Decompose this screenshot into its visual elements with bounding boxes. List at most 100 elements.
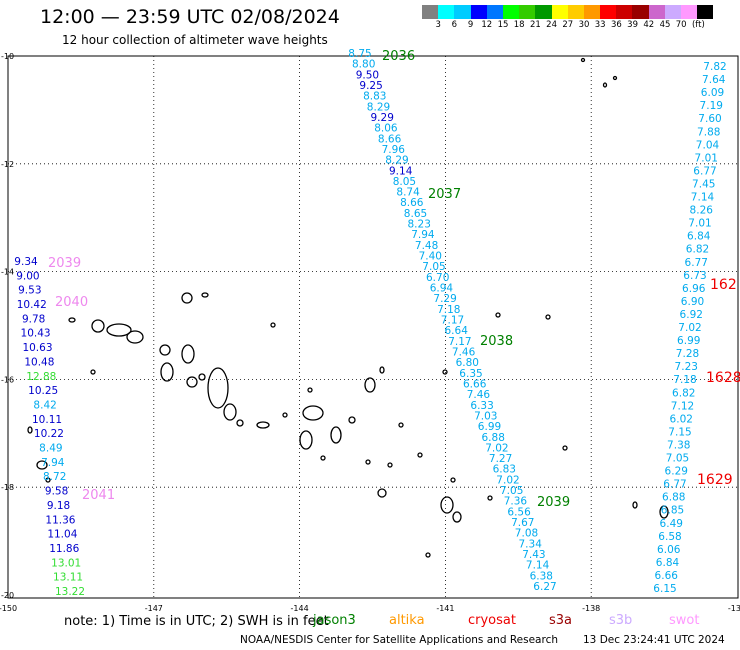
- wave-height-label: 7.05: [422, 261, 445, 273]
- wave-height-label: 9.29: [371, 112, 394, 124]
- legend-label: 15: [497, 20, 509, 30]
- pass-label: 162: [710, 277, 737, 293]
- island-outline: [201, 292, 209, 298]
- island-outline: [36, 460, 48, 470]
- wave-height-label: 9.14: [389, 165, 413, 177]
- wave-height-label: 9.50: [356, 69, 379, 81]
- island-outline: [299, 430, 313, 450]
- wave-height-label: 8.49: [39, 443, 62, 455]
- island-outline: [364, 377, 376, 393]
- island-outline: [27, 426, 33, 434]
- page-subtitle: 12 hour collection of altimeter wave hei…: [62, 33, 328, 47]
- legend-swatch: [470, 5, 487, 19]
- island-outline: [330, 426, 342, 444]
- wave-height-label: 9.53: [18, 285, 41, 297]
- pass-label: 2040: [55, 295, 88, 310]
- satellite-name: s3a: [549, 613, 573, 628]
- island-outline: [440, 496, 454, 514]
- satellite-name: cryosat: [468, 613, 516, 628]
- track-right: 7.827.646.097.197.607.887.047.016.777.45…: [653, 61, 726, 595]
- pass-label: 2041: [82, 488, 115, 503]
- latitude-label: -10: [1, 52, 14, 61]
- wave-height-label: 7.23: [675, 361, 698, 373]
- island-outline: [580, 57, 586, 63]
- wave-height-label: 10.11: [32, 414, 62, 426]
- wave-height-label: 7.17: [441, 315, 464, 327]
- legend-label: 18: [513, 20, 525, 30]
- legend-swatch: [454, 5, 471, 19]
- legend-label: 21: [529, 20, 541, 30]
- legend-swatch: [632, 5, 649, 19]
- wave-height-label: 12.88: [26, 371, 56, 383]
- track-main: 8.758.809.509.258.838.299.298.068.667.96…: [348, 48, 556, 593]
- island-outline: [425, 552, 431, 558]
- island-outline: [256, 421, 270, 429]
- island-outline: [90, 369, 96, 375]
- wave-height-label: 6.88: [662, 492, 685, 504]
- wave-height-label: 8.66: [400, 197, 424, 209]
- wave-height-label: 10.42: [17, 299, 47, 311]
- island-outline: [442, 369, 448, 375]
- wave-height-label: 9.34: [14, 256, 38, 268]
- wave-height-label: 7.36: [504, 496, 528, 508]
- legend-label: 27: [562, 20, 574, 30]
- wave-height-label: 6.56: [507, 506, 531, 518]
- island-outline: [602, 82, 608, 88]
- wave-height-label: 8.80: [352, 59, 375, 71]
- longitude-label: -150: [0, 604, 17, 613]
- legend-swatch: [583, 5, 601, 19]
- wave-height-label: 7.17: [448, 336, 471, 348]
- island-outline: [282, 412, 288, 418]
- legend-swatch: [567, 5, 584, 19]
- legend-label: 45: [659, 20, 671, 30]
- wave-height-label: 6.06: [657, 544, 681, 556]
- wave-height-label: 6.90: [681, 296, 704, 308]
- wave-height-label: 7.45: [692, 178, 715, 190]
- wave-height-label: 8.72: [43, 471, 66, 483]
- legend-swatch: [681, 5, 698, 19]
- wave-height-label: 8.42: [33, 399, 56, 411]
- legend-swatch: [551, 5, 568, 19]
- wave-height-label: 7.34: [519, 538, 543, 550]
- wave-height-label: 6.94: [430, 283, 454, 295]
- wave-height-label: 7.40: [419, 251, 442, 263]
- wave-height-label: 9.58: [45, 486, 68, 498]
- wave-height-label: 7.27: [489, 453, 512, 465]
- wave-height-label: 6.99: [677, 335, 700, 347]
- wave-height-label: 7.15: [668, 426, 691, 438]
- wave-height-label: 9.78: [22, 313, 45, 325]
- map-grid: [7, 55, 739, 599]
- wave-height-label: 6.27: [533, 581, 556, 593]
- latitude-label: -16: [1, 375, 14, 384]
- legend-swatches: [422, 5, 732, 19]
- wave-height-label: 11.36: [45, 514, 75, 526]
- legend-swatch: [697, 5, 714, 19]
- pass-label: 2039: [537, 495, 570, 510]
- island-outline: [487, 495, 493, 501]
- latitude-label: -20: [1, 591, 14, 600]
- island-outline: [379, 366, 385, 374]
- wave-height-label: 7.46: [467, 389, 491, 401]
- pass-labels: 2036 2037 2038 2039 2039 2040 2041 162 1628 1629: [48, 49, 740, 510]
- legend-label: 24: [546, 20, 558, 30]
- wave-height-label: 6.80: [456, 357, 479, 369]
- wave-height-label: 6.84: [687, 231, 711, 243]
- legend-swatch: [616, 5, 633, 19]
- wave-height-label: 7.02: [496, 474, 519, 486]
- wave-height-label: 7.67: [511, 517, 534, 529]
- latitude-label: -18: [1, 483, 14, 492]
- wave-height-label: 6.82: [672, 387, 695, 399]
- wave-height-label: 10.63: [22, 342, 52, 354]
- wave-height-label: 8.66: [378, 133, 402, 145]
- wave-height-label: 10.43: [21, 328, 51, 340]
- island-outline: [181, 344, 195, 364]
- island-outline: [659, 505, 669, 519]
- legend-swatch: [600, 5, 617, 19]
- wave-height-label: 7.96: [382, 144, 406, 156]
- wave-height-label: 6.92: [680, 309, 703, 321]
- legend-label: 33: [594, 20, 606, 30]
- island-outline: [545, 314, 551, 320]
- color-legend: 3 6 9 12 15 18 21 24 27 30 33 36 39 42 45 70 (ft): [422, 5, 732, 31]
- island-outline: [417, 452, 423, 458]
- wave-height-label: 7.48: [415, 240, 438, 252]
